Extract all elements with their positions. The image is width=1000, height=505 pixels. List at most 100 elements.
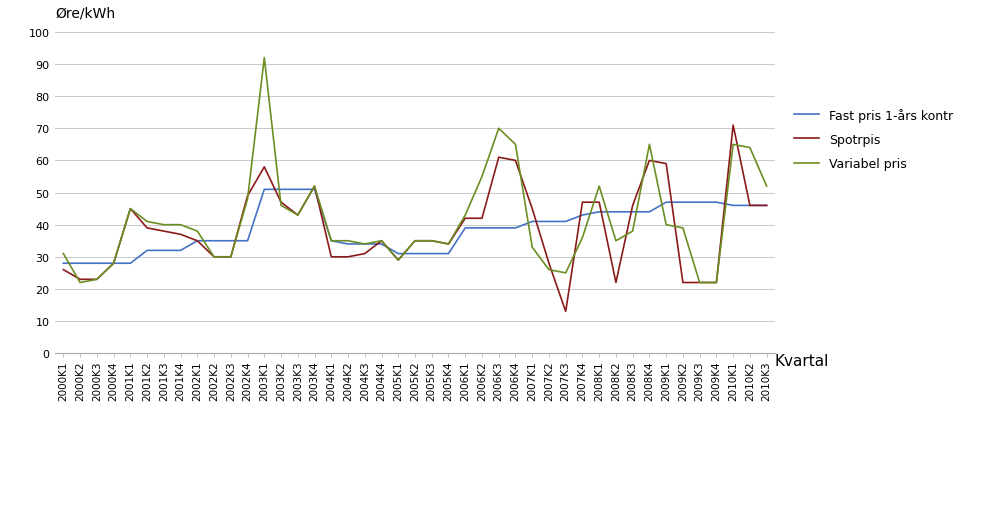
Line: Fast pris 1-års kontr: Fast pris 1-års kontr: [63, 190, 767, 264]
Variabel pris: [191, 229, 203, 235]
Spotrpis: [459, 216, 471, 222]
Fast pris 1-års kontr: [677, 200, 689, 206]
Fast pris 1-års kontr: [258, 187, 270, 193]
Variabel pris: [560, 270, 572, 276]
Variabel pris: [141, 219, 153, 225]
Text: Øre/kWh: Øre/kWh: [55, 6, 115, 20]
Fast pris 1-års kontr: [543, 219, 555, 225]
Variabel pris: [509, 142, 521, 148]
Spotrpis: [242, 193, 254, 199]
Variabel pris: [660, 222, 672, 228]
Spotrpis: [643, 158, 655, 164]
Spotrpis: [359, 251, 371, 257]
Variabel pris: [610, 238, 622, 244]
Spotrpis: [342, 254, 354, 261]
Spotrpis: [526, 206, 538, 212]
Fast pris 1-års kontr: [493, 225, 505, 231]
Variabel pris: [392, 258, 404, 264]
Variabel pris: [727, 142, 739, 148]
Variabel pris: [543, 267, 555, 273]
Fast pris 1-års kontr: [275, 187, 287, 193]
Fast pris 1-års kontr: [761, 203, 773, 209]
Spotrpis: [660, 161, 672, 167]
Variabel pris: [426, 238, 438, 244]
Spotrpis: [91, 277, 103, 283]
Variabel pris: [643, 142, 655, 148]
Variabel pris: [74, 280, 86, 286]
Variabel pris: [124, 206, 136, 212]
Variabel pris: [325, 238, 337, 244]
Spotrpis: [560, 309, 572, 315]
Variabel pris: [627, 229, 639, 235]
Fast pris 1-års kontr: [694, 200, 706, 206]
Fast pris 1-års kontr: [74, 261, 86, 267]
Fast pris 1-års kontr: [627, 210, 639, 216]
Fast pris 1-års kontr: [208, 238, 220, 244]
Spotrpis: [275, 200, 287, 206]
Variabel pris: [175, 222, 187, 228]
Spotrpis: [124, 206, 136, 212]
Fast pris 1-års kontr: [392, 251, 404, 257]
Spotrpis: [677, 280, 689, 286]
Spotrpis: [376, 238, 388, 244]
Variabel pris: [342, 238, 354, 244]
Spotrpis: [158, 229, 170, 235]
Spotrpis: [141, 225, 153, 231]
Fast pris 1-års kontr: [409, 251, 421, 257]
Variabel pris: [694, 280, 706, 286]
Spotrpis: [208, 254, 220, 261]
Spotrpis: [325, 254, 337, 261]
Fast pris 1-års kontr: [108, 261, 120, 267]
Fast pris 1-års kontr: [175, 248, 187, 254]
Variabel pris: [677, 225, 689, 231]
Fast pris 1-års kontr: [124, 261, 136, 267]
Fast pris 1-års kontr: [710, 200, 722, 206]
Fast pris 1-års kontr: [359, 241, 371, 247]
Spotrpis: [74, 277, 86, 283]
Spotrpis: [392, 258, 404, 264]
Spotrpis: [761, 203, 773, 209]
Spotrpis: [509, 158, 521, 164]
Fast pris 1-års kontr: [191, 238, 203, 244]
Fast pris 1-års kontr: [660, 200, 672, 206]
Spotrpis: [610, 280, 622, 286]
Fast pris 1-års kontr: [442, 251, 454, 257]
Spotrpis: [593, 200, 605, 206]
Variabel pris: [710, 280, 722, 286]
Fast pris 1-års kontr: [593, 210, 605, 216]
Spotrpis: [627, 203, 639, 209]
Fast pris 1-års kontr: [426, 251, 438, 257]
Spotrpis: [744, 203, 756, 209]
Variabel pris: [442, 241, 454, 247]
Fast pris 1-års kontr: [526, 219, 538, 225]
Variabel pris: [91, 277, 103, 283]
Variabel pris: [359, 241, 371, 247]
Variabel pris: [292, 213, 304, 219]
Spotrpis: [108, 261, 120, 267]
Variabel pris: [275, 203, 287, 209]
Line: Variabel pris: Variabel pris: [63, 59, 767, 283]
Line: Spotrpis: Spotrpis: [63, 126, 767, 312]
Variabel pris: [376, 238, 388, 244]
Fast pris 1-års kontr: [292, 187, 304, 193]
Variabel pris: [576, 235, 588, 241]
Variabel pris: [108, 261, 120, 267]
Spotrpis: [543, 261, 555, 267]
Fast pris 1-års kontr: [610, 210, 622, 216]
Variabel pris: [459, 213, 471, 219]
Fast pris 1-års kontr: [459, 225, 471, 231]
Spotrpis: [225, 254, 237, 261]
Variabel pris: [761, 184, 773, 190]
Fast pris 1-års kontr: [342, 241, 354, 247]
Fast pris 1-års kontr: [91, 261, 103, 267]
Spotrpis: [493, 155, 505, 161]
Variabel pris: [744, 145, 756, 152]
Fast pris 1-års kontr: [158, 248, 170, 254]
Fast pris 1-års kontr: [57, 261, 69, 267]
Fast pris 1-års kontr: [576, 213, 588, 219]
Fast pris 1-års kontr: [325, 238, 337, 244]
Variabel pris: [158, 222, 170, 228]
Variabel pris: [57, 251, 69, 257]
Spotrpis: [57, 267, 69, 273]
Spotrpis: [175, 232, 187, 238]
